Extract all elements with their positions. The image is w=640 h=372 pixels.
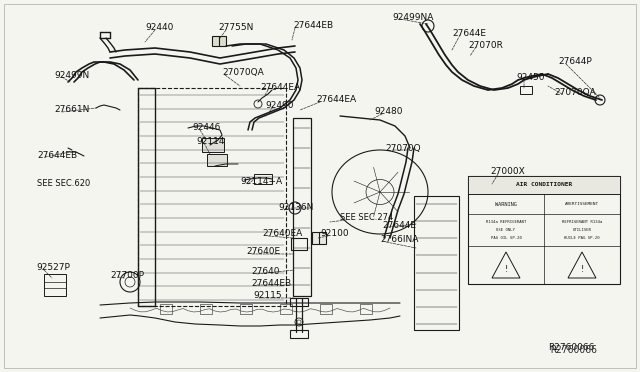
Text: WARNING: WARNING xyxy=(495,202,517,206)
Text: R2760066: R2760066 xyxy=(550,345,597,355)
Text: USE ONLY: USE ONLY xyxy=(497,228,515,232)
Bar xyxy=(291,238,307,250)
Bar xyxy=(207,154,227,166)
Text: 92527P: 92527P xyxy=(36,263,70,273)
Text: 92115: 92115 xyxy=(253,292,282,301)
Text: 27640: 27640 xyxy=(251,267,280,276)
Text: 92136N: 92136N xyxy=(278,203,314,212)
Bar xyxy=(240,304,252,314)
Text: 27640EA: 27640EA xyxy=(262,230,302,238)
Bar xyxy=(202,138,224,152)
Text: 27070Q: 27070Q xyxy=(385,144,420,153)
Text: 2766lNA: 2766lNA xyxy=(380,235,419,244)
Bar xyxy=(160,304,172,314)
Bar xyxy=(280,304,292,314)
Text: AVERTISSEMENT: AVERTISSEMENT xyxy=(565,202,599,206)
Text: 27644EA: 27644EA xyxy=(260,83,300,93)
Text: 92499NA: 92499NA xyxy=(392,13,433,22)
Bar xyxy=(290,330,308,338)
Bar xyxy=(468,176,620,284)
Text: 27661N: 27661N xyxy=(54,106,90,115)
Text: !: ! xyxy=(580,264,584,273)
Bar xyxy=(414,196,459,330)
Text: HUILE PAG SP-20: HUILE PAG SP-20 xyxy=(564,236,600,240)
Text: 27644EB: 27644EB xyxy=(37,151,77,160)
Text: 92114: 92114 xyxy=(196,137,225,145)
Text: 92499N: 92499N xyxy=(54,71,89,80)
Text: 92446: 92446 xyxy=(192,124,220,132)
Text: 92114+A: 92114+A xyxy=(240,177,282,186)
Text: 27755N: 27755N xyxy=(218,23,253,32)
Text: 27070QA: 27070QA xyxy=(554,87,596,96)
Bar xyxy=(520,86,532,94)
Text: 27644EB: 27644EB xyxy=(251,279,291,288)
Text: 27070R: 27070R xyxy=(468,41,503,49)
Text: SEE SEC.620: SEE SEC.620 xyxy=(37,180,90,189)
Text: 27644E: 27644E xyxy=(382,221,416,230)
Bar xyxy=(254,174,272,184)
Text: 27700P: 27700P xyxy=(110,270,144,279)
Text: 27000X: 27000X xyxy=(490,167,525,176)
Bar xyxy=(293,118,311,296)
Text: R134a REFRIGERANT: R134a REFRIGERANT xyxy=(486,220,526,224)
Text: 27644E: 27644E xyxy=(452,29,486,38)
Text: AIR CONDITIONER: AIR CONDITIONER xyxy=(516,183,572,187)
Text: 27070QA: 27070QA xyxy=(222,67,264,77)
Text: 92490: 92490 xyxy=(265,100,294,109)
Bar xyxy=(138,88,286,306)
Bar xyxy=(212,36,226,46)
Bar xyxy=(290,298,308,306)
Bar xyxy=(320,304,332,314)
Text: 27644EB: 27644EB xyxy=(293,22,333,31)
Bar xyxy=(312,232,326,244)
Bar xyxy=(360,304,372,314)
Text: 92480: 92480 xyxy=(374,108,403,116)
Text: !: ! xyxy=(504,264,508,273)
Text: REFRIGERANT R134a: REFRIGERANT R134a xyxy=(562,220,602,224)
Text: R2760066: R2760066 xyxy=(548,343,595,353)
Text: 92450: 92450 xyxy=(516,74,545,83)
Text: 27640E: 27640E xyxy=(246,247,280,257)
Bar xyxy=(468,176,620,194)
Text: 27644EA: 27644EA xyxy=(316,96,356,105)
Text: UTILISER: UTILISER xyxy=(573,228,591,232)
Text: PAG OIL SP-20: PAG OIL SP-20 xyxy=(491,236,522,240)
Text: SEE SEC.274: SEE SEC.274 xyxy=(340,214,393,222)
Text: 27644P: 27644P xyxy=(558,58,592,67)
Bar xyxy=(44,274,66,296)
Bar xyxy=(200,304,212,314)
Text: 92100: 92100 xyxy=(320,230,349,238)
Text: 92440: 92440 xyxy=(145,23,173,32)
